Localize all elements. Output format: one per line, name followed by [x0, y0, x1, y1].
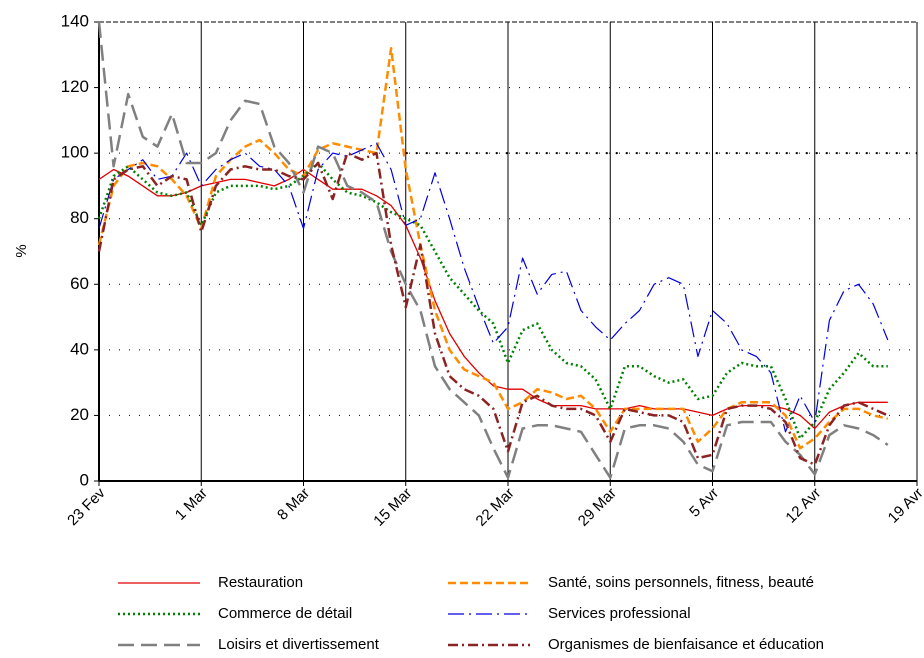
series-line — [98, 142, 889, 433]
x-tick-label: 19 Avr — [885, 485, 924, 527]
y-tick-label: 40 — [70, 339, 89, 358]
x-tick-label: 23 Fev — [64, 484, 109, 529]
legend-label: Loisirs et divertissement — [218, 636, 380, 653]
x-tick-label: 29 Mar — [575, 485, 620, 530]
legend-label: Commerce de détail — [218, 605, 352, 622]
legend-label: Services professional — [548, 605, 691, 622]
x-tick-label: 5 Avr — [686, 485, 722, 521]
y-tick-label: 100 — [61, 143, 89, 162]
y-tick-label: 120 — [61, 77, 89, 96]
y-tick-label: 60 — [70, 274, 89, 293]
legend-label: Organismes de bienfaisance et éducation — [548, 636, 824, 653]
legend-label: Santé, soins personnels, fitness, beauté — [548, 574, 814, 591]
series-line — [97, 151, 889, 466]
y-axis-label: % — [13, 244, 30, 257]
x-tick-label: 8 Mar — [274, 485, 313, 524]
x-tick-label: 15 Mar — [370, 485, 415, 530]
legend-label: Restauration — [218, 574, 303, 591]
y-tick-label: 140 — [61, 11, 89, 30]
y-tick-label: 80 — [70, 208, 89, 227]
x-tick-label: 22 Mar — [473, 485, 518, 530]
series-line — [97, 161, 888, 440]
y-tick-label: 0 — [80, 470, 89, 489]
series-line — [98, 168, 888, 430]
x-tick-label: 1 Mar — [172, 485, 211, 524]
x-tick-label: 12 Avr — [782, 485, 824, 527]
y-tick-label: 20 — [70, 405, 89, 424]
series-line — [97, 46, 889, 450]
